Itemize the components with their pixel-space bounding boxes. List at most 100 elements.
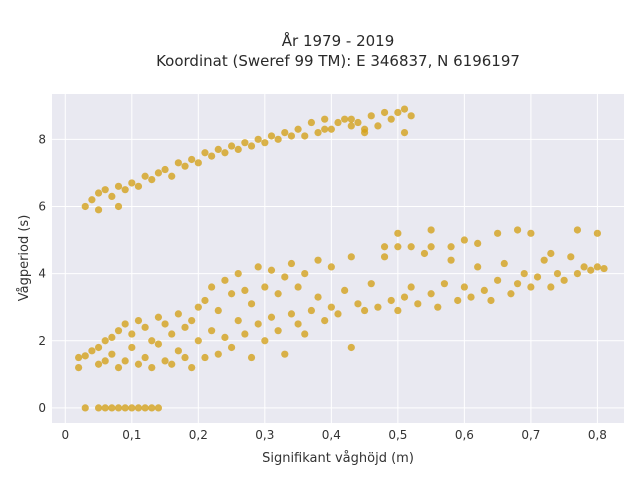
- data-point-31: [148, 364, 156, 372]
- data-point-144: [94, 206, 103, 214]
- data-point-135: [513, 226, 522, 234]
- data-point-157: [168, 172, 176, 180]
- data-point-93: [380, 253, 389, 261]
- data-point-23: [121, 357, 129, 365]
- data-point-153: [141, 172, 149, 180]
- y-axis-ticks: 0 2 4 6 8: [38, 132, 46, 415]
- data-point-99: [414, 300, 422, 308]
- data-point-181: [327, 125, 335, 133]
- data-point-100: [420, 249, 429, 258]
- data-point-6: [128, 404, 136, 412]
- data-point-90: [361, 306, 369, 315]
- data-point-164: [214, 145, 222, 153]
- data-point-85: [334, 310, 342, 318]
- data-point-140: [394, 229, 402, 237]
- data-point-119: [547, 283, 555, 291]
- data-point-4: [114, 404, 123, 412]
- data-point-57: [234, 317, 242, 325]
- data-point-98: [407, 283, 415, 291]
- gridlines: [52, 94, 624, 423]
- data-point-80: [314, 293, 322, 301]
- data-point-43: [188, 364, 196, 372]
- data-point-12: [75, 353, 83, 362]
- data-point-51: [214, 350, 222, 358]
- x-tick-label-1: 0,1: [122, 428, 141, 442]
- data-point-111: [494, 276, 502, 284]
- data-point-68: [267, 266, 276, 274]
- data-point-35: [161, 357, 169, 365]
- data-point-77: [301, 330, 309, 338]
- data-point-109: [480, 286, 488, 294]
- data-point-65: [261, 337, 269, 345]
- data-point-142: [81, 202, 89, 211]
- data-point-63: [254, 320, 262, 328]
- data-point-172: [267, 132, 276, 140]
- y-tick-label-0: 0: [38, 401, 46, 415]
- data-points: [75, 105, 608, 412]
- data-point-197: [347, 115, 355, 123]
- data-point-122: [567, 253, 575, 261]
- data-point-167: [234, 145, 242, 153]
- data-point-82: [321, 317, 329, 325]
- data-point-196: [321, 125, 329, 133]
- data-point-177: [301, 132, 309, 140]
- data-point-166: [227, 142, 236, 150]
- data-point-182: [334, 118, 342, 127]
- data-point-102: [434, 303, 442, 311]
- data-point-146: [101, 186, 109, 194]
- data-point-188: [374, 122, 382, 130]
- data-point-48: [201, 296, 209, 305]
- data-point-22: [114, 327, 123, 335]
- data-point-117: [533, 273, 542, 281]
- data-point-45: [194, 337, 202, 345]
- data-point-141: [427, 226, 435, 234]
- data-point-42: [181, 323, 189, 331]
- data-point-37: [168, 360, 176, 368]
- data-point-69: [274, 327, 282, 335]
- data-point-112: [500, 259, 508, 268]
- data-point-149: [114, 202, 123, 211]
- data-point-39: [174, 347, 182, 355]
- data-point-165: [221, 149, 229, 157]
- data-point-168: [241, 139, 249, 147]
- data-point-75: [294, 320, 302, 328]
- data-point-64: [254, 263, 262, 271]
- data-point-134: [494, 229, 502, 237]
- data-point-55: [227, 343, 236, 352]
- x-tick-label-0: 0: [61, 428, 69, 442]
- data-point-33: [154, 340, 163, 348]
- data-point-137: [547, 249, 555, 258]
- data-point-78: [301, 270, 309, 278]
- data-point-158: [174, 159, 182, 167]
- data-point-86: [341, 286, 349, 294]
- data-point-180: [321, 115, 329, 123]
- data-point-187: [367, 112, 375, 120]
- data-point-84: [327, 263, 335, 271]
- y-tick-label-2: 4: [38, 267, 46, 281]
- data-point-8: [141, 404, 149, 412]
- data-point-47: [201, 353, 209, 362]
- data-point-54: [221, 276, 229, 284]
- data-point-81: [314, 256, 322, 264]
- data-point-136: [527, 229, 535, 237]
- data-point-92: [374, 303, 382, 311]
- data-point-32: [148, 337, 156, 345]
- data-point-139: [593, 229, 601, 237]
- data-point-41: [181, 353, 189, 362]
- data-point-62: [247, 300, 256, 308]
- data-point-72: [281, 273, 289, 281]
- data-point-191: [394, 108, 402, 117]
- data-point-87: [347, 343, 355, 352]
- data-point-173: [274, 135, 282, 143]
- data-point-67: [267, 313, 276, 321]
- data-point-26: [128, 330, 136, 338]
- data-point-131: [447, 243, 455, 251]
- data-point-103: [440, 280, 449, 288]
- plot-area: [52, 94, 624, 423]
- data-point-189: [380, 108, 389, 117]
- data-point-56: [227, 290, 236, 298]
- data-point-130: [427, 243, 435, 251]
- data-point-88: [347, 253, 355, 261]
- y-tick-label-1: 2: [38, 334, 46, 348]
